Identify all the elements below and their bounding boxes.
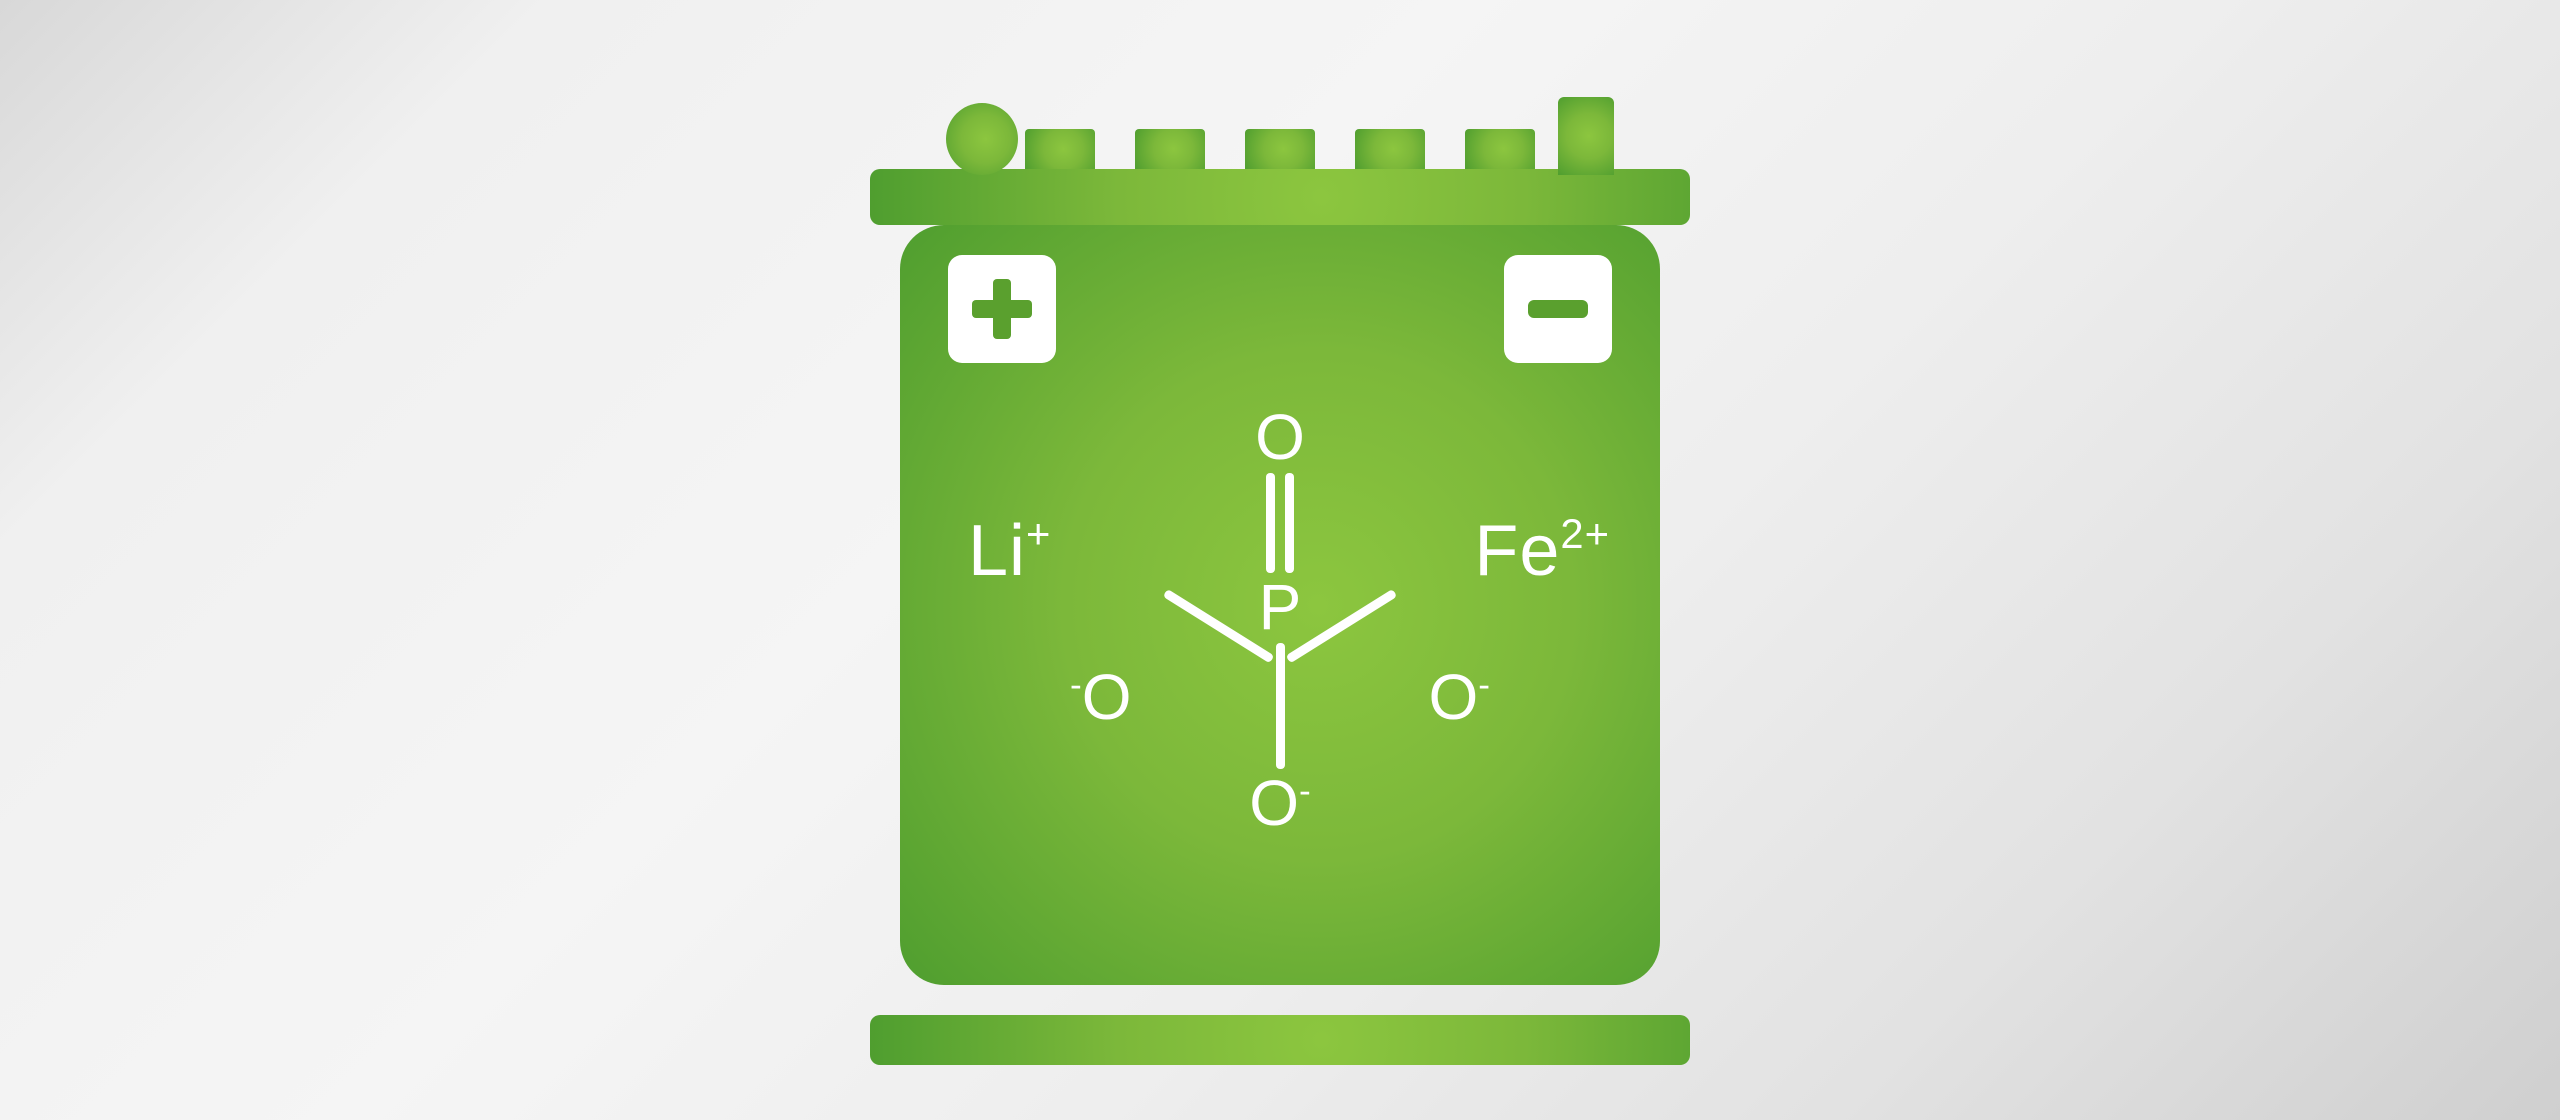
- crenellation-tooth: [1135, 129, 1205, 169]
- minus-icon: [1522, 273, 1594, 345]
- oxygen-right: O-: [1429, 665, 1491, 729]
- oxygen-left-charge: -: [1070, 666, 1082, 705]
- plus-badge: [948, 255, 1056, 363]
- oxygen-left-atom: O: [1082, 661, 1132, 733]
- oxygen-top: O: [1255, 405, 1305, 469]
- bond-double-right: [1285, 473, 1294, 573]
- minus-badge: [1504, 255, 1612, 363]
- battery-infographic: Li+ Fe2+ O P -O O- O-: [850, 55, 1710, 1065]
- battery-base-bar: [870, 1015, 1690, 1065]
- lithium-ion-label: Li+: [968, 515, 1051, 587]
- bond-bottom: [1276, 643, 1285, 769]
- bond-double-left: [1266, 473, 1275, 573]
- lithium-charge: +: [1026, 510, 1051, 557]
- oxygen-right-atom: O: [1429, 661, 1479, 733]
- oxygen-bottom-atom: O: [1249, 767, 1299, 839]
- oxygen-right-charge: -: [1478, 666, 1490, 705]
- oxygen-bottom-charge: -: [1299, 772, 1311, 811]
- battery-terminal-round: [946, 103, 1018, 175]
- bond-right: [1286, 589, 1398, 663]
- bond-left: [1163, 589, 1275, 663]
- phosphate-structure: O P -O O- O-: [1100, 405, 1460, 835]
- battery-top-cap: [870, 169, 1690, 225]
- crenellation-tooth: [1465, 129, 1535, 169]
- phosphorus-center: P: [1259, 575, 1302, 639]
- iron-ion-label: Fe2+: [1474, 515, 1610, 587]
- crenellation-tooth: [1025, 129, 1095, 169]
- plus-icon: [966, 273, 1038, 345]
- crenellation-tooth: [1355, 129, 1425, 169]
- oxygen-left: -O: [1070, 665, 1132, 729]
- battery-terminal-square: [1558, 97, 1614, 175]
- lithium-symbol: Li: [968, 511, 1026, 591]
- iron-symbol: Fe: [1474, 511, 1560, 591]
- crenellation-tooth: [1245, 129, 1315, 169]
- oxygen-bottom: O-: [1249, 771, 1311, 835]
- iron-charge: 2+: [1560, 510, 1610, 557]
